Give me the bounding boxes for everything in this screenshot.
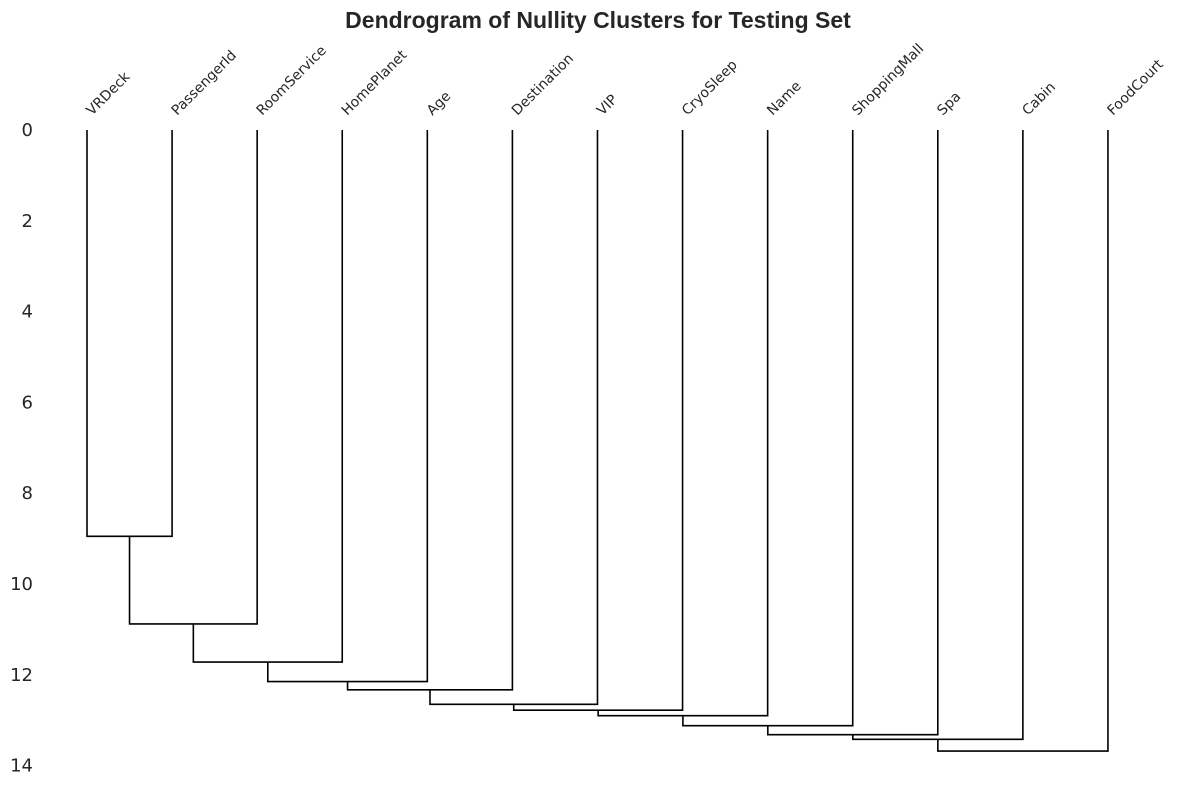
- leaf-label: HomePlanet: [339, 47, 411, 119]
- y-tick-label: 6: [22, 392, 33, 413]
- leaf-label: FoodCourt: [1104, 56, 1167, 119]
- leaf-label: Destination: [509, 51, 577, 119]
- leaf-label: Age: [424, 88, 454, 118]
- leaf-label: Name: [764, 78, 805, 119]
- dendrogram-link: [346, 130, 514, 691]
- dendrogram-link: [128, 130, 258, 625]
- y-tick-label: 2: [22, 211, 33, 232]
- leaf-label: VIP: [594, 92, 621, 119]
- leaf-label: CryoSleep: [679, 57, 741, 119]
- y-tick-label: 0: [22, 120, 33, 141]
- y-tick-label: 4: [22, 302, 33, 323]
- x-axis-leaf-labels: VRDeck PassengerId RoomService HomePlanet Ag…: [84, 41, 1168, 119]
- leaf-label: Cabin: [1019, 79, 1059, 119]
- dendrogram-link: [86, 130, 173, 538]
- y-tick-label: 8: [22, 483, 33, 504]
- leaf-label: PassengerId: [169, 48, 240, 119]
- dendrogram-link: [266, 130, 429, 683]
- chart-title: Dendrogram of Nullity Clusters for Testi…: [345, 7, 851, 33]
- y-tick-label: 14: [10, 756, 33, 777]
- leaf-label: Spa: [934, 89, 964, 119]
- leaf-label: VRDeck: [84, 68, 134, 118]
- dendrogram-link: [937, 130, 1109, 752]
- y-axis-ticks: 0 2 4 6 8 10 12 14: [10, 120, 33, 777]
- leaf-label: ShoppingMall: [849, 41, 927, 119]
- leaf-label: RoomService: [254, 43, 330, 119]
- y-tick-label: 10: [10, 574, 33, 595]
- dendrogram-links: [86, 130, 1109, 752]
- dendrogram-link: [429, 130, 599, 706]
- y-tick-label: 12: [10, 665, 33, 686]
- dendrogram-link: [192, 130, 344, 663]
